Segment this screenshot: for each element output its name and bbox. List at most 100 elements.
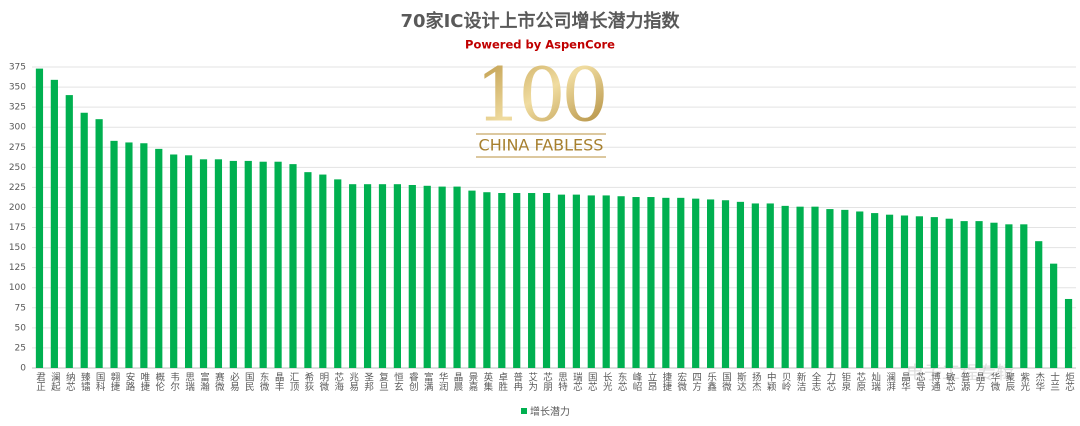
x-tick-label: 芯海 (332, 371, 344, 392)
x-tick-label: 芯导 (914, 371, 926, 391)
bar (393, 184, 401, 368)
chart-title: 70家IC设计上市公司增长潜力指数 (401, 10, 681, 32)
x-tick-label: 全志 (810, 371, 822, 391)
x-tick-label: 东芯 (616, 371, 628, 391)
x-tick-label: 紫光 (1018, 372, 1030, 392)
bar (796, 206, 804, 368)
y-tick-label: 350 (9, 83, 26, 93)
bar (125, 142, 133, 368)
bar (885, 214, 894, 368)
x-tick-label: 普源 (959, 371, 971, 392)
x-tick-label: 力芯 (824, 371, 836, 391)
bar (1005, 224, 1013, 368)
x-tick-label: 兆易 (347, 372, 359, 392)
bar (826, 209, 834, 368)
legend-label: 增长潜力 (530, 405, 570, 418)
x-tick-label: 钜泉 (839, 371, 851, 391)
x-tick-label: 富满 (422, 371, 434, 392)
bar (498, 193, 506, 368)
y-tick-label: 50 (15, 323, 27, 333)
bar (378, 184, 387, 368)
bar (856, 211, 864, 368)
x-tick-label: 晶丰 (273, 372, 285, 392)
x-tick-label: 贝岭 (780, 372, 792, 392)
bar (811, 206, 819, 368)
x-tick-label: 杰华 (1033, 371, 1045, 392)
bar (363, 184, 372, 368)
x-tick-label: 安路 (123, 371, 135, 392)
bar (453, 186, 461, 368)
bar (945, 218, 953, 368)
bar (572, 194, 580, 368)
bar (50, 79, 58, 369)
y-tick-label: 125 (9, 263, 26, 273)
bar (274, 161, 282, 368)
x-tick-label: 普冉 (511, 371, 523, 392)
x-tick-label: 芯原 (854, 371, 866, 391)
x-tick-label: 韦尔 (168, 372, 180, 391)
x-tick-label: 思瑞 (183, 372, 195, 391)
bar (140, 143, 148, 368)
x-tick-label: 中颖 (765, 371, 777, 392)
bar (438, 186, 446, 368)
y-tick-label: 0 (20, 364, 26, 374)
legend-swatch (521, 408, 527, 414)
x-tick-label: 复旦 (377, 371, 389, 391)
bar (841, 209, 849, 368)
bar (915, 216, 923, 368)
x-tick-label: 唯捷 (138, 372, 150, 392)
x-tick-label: 立昂 (645, 371, 657, 392)
y-tick-label: 200 (9, 203, 26, 213)
bar (736, 201, 745, 368)
x-tick-label: 明微 (317, 372, 329, 392)
x-tick-label: 峰岹 (631, 372, 643, 392)
y-tick-label: 225 (9, 183, 26, 193)
x-tick-label: 国微 (720, 372, 732, 392)
x-tick-label: 瑞芯 (571, 371, 583, 391)
bar (751, 203, 759, 368)
x-tick-label: 必易 (228, 371, 240, 392)
bar (557, 194, 566, 368)
x-tick-label: 国科 (94, 372, 106, 392)
y-tick-label: 300 (9, 123, 26, 133)
bar (110, 140, 118, 368)
x-tick-label: 斯达 (735, 371, 747, 391)
bar (1035, 241, 1043, 368)
bar (692, 198, 700, 368)
bar (1064, 298, 1073, 368)
x-tick-label: 捷捷 (660, 371, 672, 392)
x-tick-label: 宏微 (675, 371, 687, 392)
bar (990, 222, 998, 368)
y-tick-label: 250 (9, 163, 26, 173)
bar (80, 112, 88, 368)
bar (199, 159, 208, 368)
bar (185, 155, 193, 368)
y-tick-label: 325 (9, 103, 26, 113)
bar (1050, 263, 1058, 368)
bar (632, 197, 640, 368)
bar (602, 195, 610, 368)
bar (662, 197, 670, 368)
bar (1020, 224, 1028, 368)
bar (289, 164, 297, 368)
x-tick-label: 国芯 (586, 372, 598, 391)
bar (528, 193, 536, 368)
bar (960, 221, 968, 368)
bar (334, 179, 342, 368)
bar (155, 148, 163, 368)
x-tick-label: 四方 (690, 372, 702, 392)
x-tick-label: 新洁 (795, 371, 807, 392)
y-tick-label: 375 (9, 63, 26, 73)
x-tick-label: 英集 (481, 371, 493, 392)
x-tick-label: 晶方 (974, 372, 986, 392)
x-tick-label: 澜湃 (884, 372, 896, 392)
x-tick-label: 扬杰 (750, 371, 762, 392)
x-tick-label: 艾为 (526, 372, 538, 392)
x-tick-label: 国民 (243, 372, 255, 392)
bar (468, 190, 476, 368)
x-tick-label: 君正 (34, 372, 46, 391)
x-tick-label: 恒玄 (392, 371, 404, 391)
x-tick-label: 华润 (437, 371, 449, 391)
bar (677, 197, 685, 368)
